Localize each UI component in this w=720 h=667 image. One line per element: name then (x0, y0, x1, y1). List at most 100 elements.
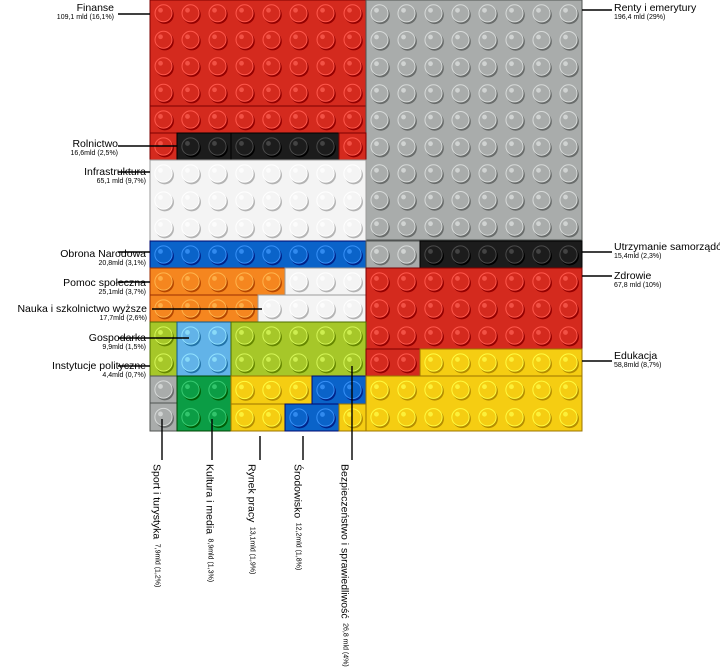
stud (154, 272, 173, 291)
stud (181, 191, 200, 210)
stud-highlight (374, 357, 379, 362)
stud-highlight (482, 303, 487, 308)
stud-highlight (374, 61, 379, 67)
stud (397, 408, 416, 427)
stud (154, 164, 173, 183)
stud (370, 272, 389, 291)
stud-highlight (509, 34, 514, 40)
stud-highlight (563, 34, 568, 40)
stud (262, 272, 281, 291)
stud-highlight (455, 221, 460, 227)
stud (289, 30, 308, 49)
stud-highlight (428, 87, 433, 93)
stud (559, 4, 578, 23)
label-zdrowie-name: Zdrowie (614, 270, 652, 282)
brick-plate-samorzady (419, 240, 583, 269)
stud (262, 83, 281, 102)
stud (181, 408, 200, 427)
stud-highlight (563, 303, 568, 308)
stud (451, 217, 470, 236)
stud (559, 57, 578, 76)
stud-highlight (455, 357, 460, 362)
stud (235, 272, 254, 291)
stud-highlight (482, 330, 487, 335)
label-rolnictwo-name: Rolnictwo (72, 138, 118, 150)
stud (289, 299, 308, 318)
stud-highlight (455, 87, 460, 93)
stud (154, 83, 173, 102)
label-edukacja: Edukacja 58,8mld (8,7%) (614, 350, 661, 370)
stud (343, 191, 362, 210)
stud (532, 4, 551, 23)
stud-highlight (239, 34, 244, 40)
stud-highlight (266, 249, 271, 254)
stud (424, 110, 443, 130)
stud (370, 408, 389, 427)
label-nauka: Nauka i szkolnictwo wyższe 17,7mld (2,6%… (17, 303, 147, 323)
stud (289, 245, 308, 264)
stud (424, 190, 443, 210)
stud (343, 218, 362, 237)
label-pomoc: Pomoc społeczna 25,1mld (3,7%) (63, 277, 146, 297)
stud (505, 299, 524, 318)
stud (559, 272, 578, 291)
stud (316, 326, 335, 345)
stud (343, 245, 362, 264)
stud-highlight (482, 7, 487, 13)
stud-highlight (428, 221, 433, 227)
stud (451, 326, 470, 345)
stud (478, 217, 497, 236)
stud (397, 84, 416, 103)
stud (181, 137, 200, 156)
stud-highlight (536, 249, 541, 254)
stud-highlight (401, 7, 406, 13)
stud-highlight (482, 357, 487, 362)
stud-highlight (320, 303, 325, 308)
stud (289, 164, 308, 183)
stud (208, 380, 227, 399)
label-srodowisko-name: Środowisko (291, 464, 304, 519)
stud (235, 83, 254, 102)
brick-rynek (230, 375, 313, 405)
label-sport: Sport i turystyka 7,9mld (1,2%) (147, 464, 165, 587)
stud-highlight (347, 330, 352, 335)
stud-highlight (428, 141, 433, 147)
stud-highlight (320, 384, 325, 390)
stud (424, 84, 443, 103)
stud (451, 380, 470, 399)
label-gospodarka: Gospodarka 9,9mld (1,5%) (89, 332, 146, 352)
stud (208, 353, 227, 372)
stud (235, 218, 254, 237)
brick-finanse (149, 105, 367, 134)
brick-pomoc (149, 267, 286, 296)
stud (451, 353, 470, 372)
brick-gospodarka (176, 321, 232, 377)
stud-highlight (158, 34, 163, 40)
stud-highlight (212, 87, 217, 93)
stud-highlight (536, 330, 541, 335)
stud (262, 57, 281, 76)
stud-highlight (239, 195, 244, 200)
stud-highlight (455, 249, 460, 254)
stud (478, 326, 497, 345)
stud (397, 164, 416, 183)
stud (289, 218, 308, 237)
stud-highlight (401, 114, 406, 120)
stud (505, 84, 524, 103)
stud (478, 272, 497, 291)
stud (370, 57, 389, 76)
stud-highlight (185, 222, 190, 227)
stud-highlight (509, 357, 514, 362)
stud-highlight (455, 61, 460, 67)
stud-highlight (239, 222, 244, 227)
stud (316, 137, 335, 156)
stud (505, 30, 524, 50)
stud (316, 218, 335, 237)
stud-highlight (320, 276, 325, 281)
stud-highlight (212, 276, 217, 281)
stud (397, 4, 416, 23)
stud (532, 408, 551, 427)
stud (289, 191, 308, 210)
stud-highlight (293, 60, 298, 66)
stud (451, 245, 470, 264)
